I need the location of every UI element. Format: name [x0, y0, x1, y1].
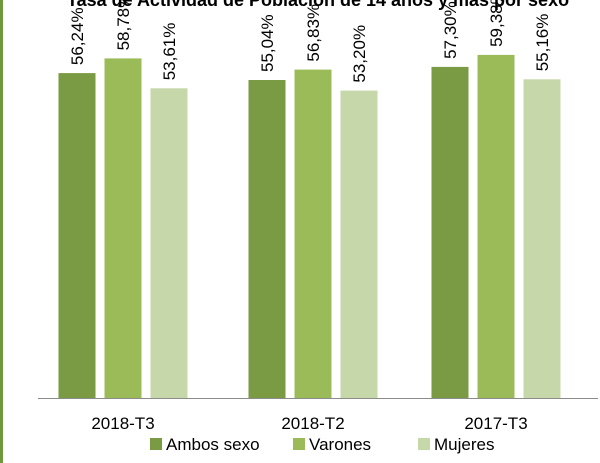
data-label-2018-T2-ambos-sexo: 55,04% [258, 14, 277, 72]
data-label-2018-T3-varones: 58,78% [114, 0, 133, 50]
data-label-2018-T2-varones: 56,83% [304, 4, 323, 62]
bars-group [58, 54, 561, 399]
legend: Ambos sexo Varones Mujeres [150, 435, 494, 454]
bar-2017-T3-ambos-sexo [431, 66, 469, 399]
bar-2017-T3-varones [477, 54, 515, 399]
frame-left-border [0, 0, 3, 463]
data-label-2018-T3-ambos-sexo: 56,24% [68, 7, 87, 65]
legend-label-varones: Varones [309, 435, 371, 454]
legend-swatch-ambos-sexo [150, 438, 162, 450]
bar-2018-T3-ambos-sexo [58, 73, 96, 398]
data-label-2018-T2-mujeres: 53,20% [350, 25, 369, 83]
bar-2018-T2-mujeres [340, 90, 378, 398]
bar-2018-T3-mujeres [150, 88, 188, 399]
x-tick-label: 2018-T3 [91, 414, 154, 433]
x-tick-label: 2017-T3 [464, 414, 527, 433]
data-label-2017-T3-varones: 59,38% [487, 0, 506, 47]
bar-2018-T3-varones [104, 58, 142, 399]
legend-swatch-mujeres [418, 438, 430, 450]
data-label-2017-T3-mujeres: 55,16% [533, 14, 552, 72]
bar-2018-T2-varones [294, 69, 332, 398]
legend-label-mujeres: Mujeres [434, 435, 494, 454]
data-label-2018-T3-mujeres: 53,61% [160, 23, 179, 81]
chart-title: Tasa de Actividad de Población de 14 año… [67, 0, 569, 10]
x-tick-labels-group: 2018-T3 2018-T2 2017-T3 [91, 414, 527, 433]
bar-2018-T2-ambos-sexo [248, 80, 286, 398]
legend-label-ambos-sexo: Ambos sexo [166, 435, 260, 454]
data-label-2017-T3-ambos-sexo: 57,30% [441, 1, 460, 59]
data-labels-group: 56,24% 58,78% 53,61% 55,04% 56,83% 53,20% 57,3… [68, 0, 552, 83]
bar-2017-T3-mujeres [523, 79, 561, 399]
x-tick-label: 2018-T2 [281, 414, 344, 433]
legend-swatch-varones [293, 438, 305, 450]
